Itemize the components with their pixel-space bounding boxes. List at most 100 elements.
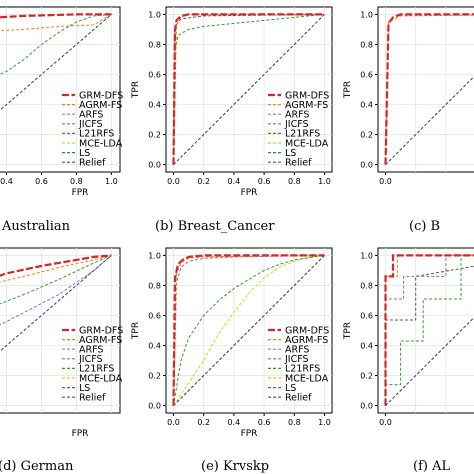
x-axis-label: FPR (241, 429, 258, 439)
roc-curve-ls (173, 14, 325, 165)
roc-curve-l21rfs (0, 13, 112, 75)
y-axis-label: TPR (131, 322, 141, 340)
y-tick-label: 0.2 (148, 372, 161, 381)
y-tick-label: 0.6 (148, 70, 161, 79)
y-axis-label: TPR (343, 81, 353, 99)
legend-entry-grm-dfs: GRM-DFS (285, 90, 329, 101)
legend-entry-ls: LS (285, 148, 296, 159)
legend: GRM-DFSAGRM-FSARFSJICFSL21RFSMCE-LDALSRe… (268, 90, 329, 169)
roc-panel-4: FPR GRM-DFSAGRM-FSARFSJICFSL21RFSMCE-LDAL… (0, 247, 123, 474)
x-tick-label: 1.0 (318, 418, 331, 427)
y-tick-label: 0.0 (360, 161, 373, 170)
plot-frame (377, 247, 474, 414)
roc-curve-grm-dfs (0, 13, 112, 19)
legend-entry-jicfs: JICFS (78, 119, 103, 130)
y-tick-label: 0.4 (148, 342, 161, 351)
roc-curve-l21rfs (173, 13, 325, 165)
x-tick-label: 0.0 (379, 418, 392, 427)
x-tick-label: 0.6 (35, 177, 48, 186)
legend-entry-arfs: ARFS (79, 345, 103, 356)
x-axis-label: FPR (241, 188, 258, 198)
legend-entry-ls: LS (285, 383, 296, 394)
roc-curve-grm-dfs (384, 254, 474, 406)
panel-caption: (c) B (409, 219, 440, 234)
plot-frame (0, 6, 121, 173)
x-tick-label: 0.0 (167, 418, 180, 427)
legend-entry-mce-lda: MCE-LDA (285, 138, 329, 149)
y-tick-label: 0.8 (360, 281, 373, 290)
y-axis-label: TPR (343, 322, 353, 340)
y-tick-label: 0.2 (148, 131, 161, 140)
y-tick-label: 0.0 (148, 402, 161, 411)
roc-curve-ls (385, 75, 474, 165)
legend-entry-l21rfs: L21RFS (79, 129, 114, 140)
legend-entry-mce-lda: MCE-LDA (79, 373, 123, 384)
roc-curve-agrm-fs (0, 254, 112, 283)
x-tick-label: 1.0 (318, 177, 331, 186)
x-tick-label: 0.8 (288, 418, 301, 427)
x-tick-label: 0.2 (197, 418, 210, 427)
y-tick-label: 0.6 (148, 311, 161, 320)
roc-panel-5: 0.0 0.2 0.4 0.6 0.8 1.0 0.0 0.2 0.4 0.6 0.8 1.0 FPR T… (131, 247, 333, 474)
roc-panel-2: 0.0 0.2 0.4 0.6 0.8 1.0 0.0 0.2 0.4 0.6 0.8 1.0 FPR T… (131, 6, 333, 234)
x-tick-label: 0.6 (258, 177, 271, 186)
panel-caption: (f) AL (413, 459, 450, 474)
roc-curve-grm-dfs (172, 13, 325, 165)
legend: GRM-DFSAGRM-FSARFSJICFSL21RFSMCE-LDALSRe… (268, 325, 329, 404)
legend-entry-mce-lda: MCE-LDA (79, 138, 123, 149)
x-tick-label: 0.4 (228, 177, 241, 186)
y-tick-label: 0.8 (360, 40, 373, 49)
legend-entry-agrm-fs: AGRM-FS (285, 335, 328, 346)
panel-caption: (e) Krvskp (201, 459, 269, 474)
plot-frame (377, 6, 474, 173)
x-tick-label: 0.6 (258, 418, 271, 427)
legend-entry-arfs: ARFS (79, 110, 103, 121)
x-tick-label: 0.0 (379, 177, 392, 186)
roc-curve-l21rfs (0, 254, 112, 305)
legend-entry-grm-dfs: GRM-DFS (79, 90, 123, 101)
roc-curve-agrm-fs (0, 13, 112, 32)
panel-caption: (b) Breast_Cancer (155, 219, 275, 234)
legend-entry-arfs: ARFS (285, 110, 309, 121)
x-axis-label: FPR (72, 188, 89, 198)
roc-curve-l21rfs (385, 254, 474, 406)
legend-entry-relief: Relief (79, 158, 106, 169)
x-tick-label: 0.8 (288, 177, 301, 186)
legend-entry-l21rfs: L21RFS (285, 129, 320, 140)
y-tick-label: 0.2 (360, 372, 373, 381)
panel-caption: (d) German (0, 459, 74, 474)
y-tick-label: 0.0 (148, 161, 161, 170)
legend: GRM-DFSAGRM-FSARFSJICFSL21RFSMCE-LDALSRe… (62, 90, 123, 169)
legend-entry-jicfs: JICFS (78, 354, 103, 365)
x-tick-label: 0.8 (70, 177, 83, 186)
y-tick-label: 0.6 (360, 311, 373, 320)
series-group (0, 13, 112, 111)
series-group (384, 13, 474, 165)
plot-frame (165, 6, 333, 173)
y-axis-label: TPR (131, 81, 141, 99)
y-tick-label: 1.0 (360, 10, 373, 19)
roc-curve-agrm-fs (173, 254, 325, 406)
legend-entry-l21rfs: L21RFS (79, 364, 114, 375)
y-tick-label: 0.8 (148, 40, 161, 49)
y-tick-label: 0.4 (360, 342, 373, 351)
x-tick-label: 0.0 (167, 177, 180, 186)
roc-panel-1: 0.4 0.6 0.8 1.0 FPR GRM-DFSAGRM-FSARFSJICFSL2… (0, 6, 123, 234)
legend-entry-l21rfs: L21RFS (285, 364, 320, 375)
roc-curve-relief (173, 255, 325, 406)
x-tick-label: 0.2 (197, 177, 210, 186)
roc-curve-ls (385, 316, 474, 406)
x-tick-label: 0.4 (0, 177, 13, 186)
legend-entry-jicfs: JICFS (284, 354, 309, 365)
y-tick-label: 0.2 (360, 131, 373, 140)
series-group (172, 254, 325, 406)
legend-entry-relief: Relief (79, 393, 106, 404)
legend-entry-agrm-fs: AGRM-FS (285, 100, 328, 111)
series-group (0, 254, 112, 352)
legend: GRM-DFSAGRM-FSARFSJICFSL21RFSMCE-LDALSRe… (62, 325, 123, 404)
x-tick-label: 1.0 (105, 177, 118, 186)
legend-entry-ls: LS (79, 148, 90, 159)
y-tick-label: 0.6 (360, 70, 373, 79)
legend-entry-jicfs: JICFS (284, 119, 309, 130)
